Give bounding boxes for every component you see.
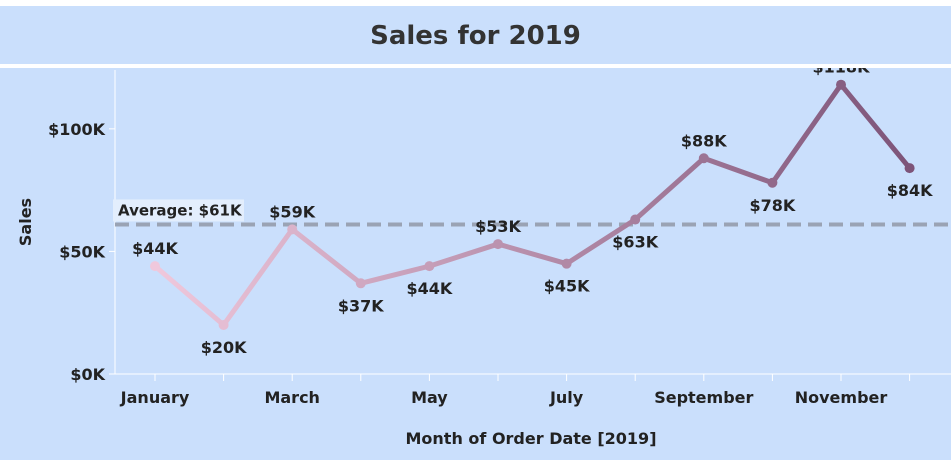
chart-svg: $0K $50K $100K January March May July September… — [0, 68, 951, 460]
x-tick-label: May — [411, 388, 448, 407]
data-point — [698, 153, 709, 164]
data-point — [493, 239, 503, 250]
data-label: $45K — [544, 277, 590, 296]
data-label: $53K — [475, 217, 521, 236]
data-point — [836, 79, 846, 90]
x-tick-label: March — [264, 388, 319, 407]
y-tick-label: $50K — [59, 242, 105, 261]
x-tick-label: November — [795, 388, 888, 407]
sales-line — [152, 82, 913, 328]
data-point — [424, 261, 435, 272]
x-tick-label: July — [549, 388, 584, 407]
chart-area: $0K $50K $100K January March May July September… — [0, 68, 951, 460]
data-label: $88K — [681, 131, 727, 150]
x-axis-title: Month of Order Date [2019] — [406, 429, 657, 448]
data-label: $59K — [269, 202, 315, 221]
data-label: $20K — [201, 338, 247, 357]
y-axis-title: Sales — [16, 198, 35, 246]
data-label: $44K — [407, 279, 453, 298]
data-point — [767, 177, 778, 188]
y-tick-label: $100K — [48, 120, 106, 139]
data-point — [287, 224, 298, 235]
x-tick-label: September — [654, 388, 753, 407]
data-point — [218, 319, 229, 330]
average-label: Average: $61K — [118, 201, 243, 219]
data-label: $78K — [750, 196, 796, 215]
x-tick-label: January — [120, 388, 190, 407]
y-tick-label: $0K — [70, 365, 105, 384]
chart-title: Sales for 2019 — [370, 21, 581, 51]
data-label: $84K — [887, 181, 933, 200]
data-label: $63K — [612, 233, 658, 252]
title-bar: Sales for 2019 — [0, 6, 951, 64]
data-point — [561, 258, 572, 269]
data-point — [904, 163, 915, 174]
average-label-background — [113, 199, 244, 222]
data-point — [630, 214, 641, 225]
data-point — [150, 261, 160, 272]
data-label: $37K — [338, 296, 384, 315]
data-point — [355, 278, 366, 289]
data-label: $44K — [132, 239, 178, 258]
data-label: $118K — [813, 68, 871, 77]
